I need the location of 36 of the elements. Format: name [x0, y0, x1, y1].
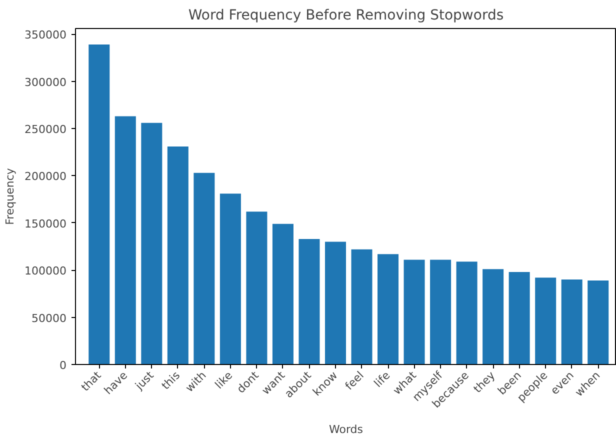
bar	[351, 249, 372, 364]
bar	[220, 194, 241, 364]
x-tick-label: life	[372, 368, 393, 390]
bar	[588, 280, 609, 364]
bar	[141, 122, 162, 364]
y-tick-label: 100000	[24, 264, 67, 278]
bar	[167, 146, 188, 364]
bar	[482, 269, 504, 364]
bar	[430, 260, 452, 364]
y-tick-label: 200000	[24, 170, 67, 184]
x-tick-label: like	[212, 368, 236, 392]
bar	[535, 278, 556, 364]
bar	[272, 224, 294, 364]
bar	[404, 260, 425, 364]
x-axis-title: Words	[329, 423, 364, 436]
bar	[246, 212, 268, 364]
bar	[378, 254, 399, 364]
bar	[88, 44, 110, 364]
bar	[298, 238, 320, 364]
y-tick-label: 350000	[24, 28, 67, 42]
x-tick-label: with	[183, 368, 209, 395]
y-axis-title: Frequency	[4, 168, 17, 225]
bar	[456, 262, 478, 364]
bar	[508, 272, 530, 364]
bar	[324, 242, 346, 364]
x-tick-label: this	[159, 368, 183, 392]
y-tick-label: 300000	[24, 76, 67, 89]
chart-title: Word Frequency Before Removing Stopwords	[188, 8, 504, 24]
bar	[561, 280, 582, 364]
bar	[194, 172, 215, 364]
y-tick-label: 50000	[32, 312, 67, 325]
y-tick-label: 150000	[24, 217, 67, 230]
x-tick-label: that	[78, 368, 104, 394]
y-tick-label: 250000	[24, 123, 67, 136]
bar	[114, 116, 136, 364]
y-tick-label: 0	[60, 359, 66, 372]
